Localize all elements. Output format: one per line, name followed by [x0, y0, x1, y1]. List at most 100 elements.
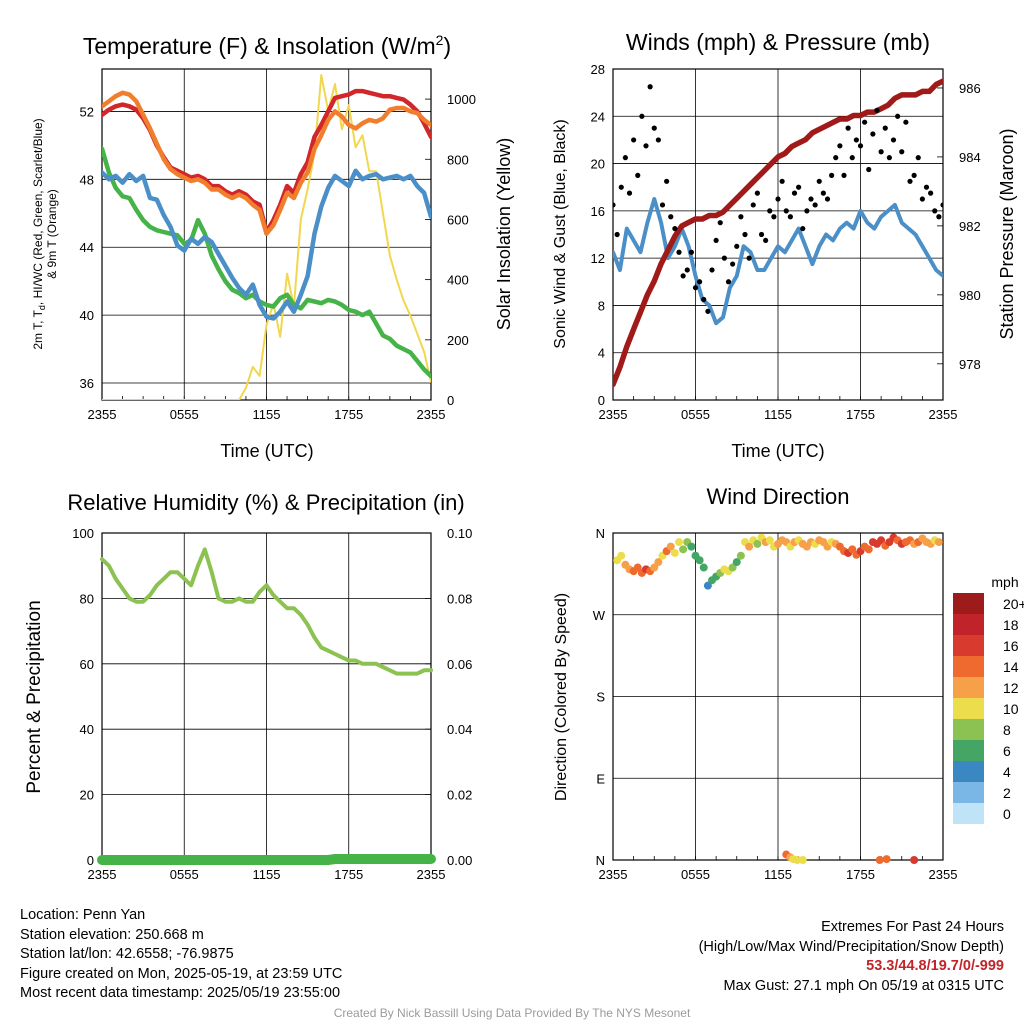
gust-point — [866, 166, 872, 173]
y2-tick-label: 0.00 — [447, 853, 472, 868]
x-tick-label: 0555 — [170, 867, 199, 882]
gust-point — [746, 255, 752, 261]
y2-tick-label: 0.08 — [447, 591, 472, 606]
direction-point — [654, 558, 663, 567]
y-tick-label: N — [596, 853, 605, 868]
gust-point — [907, 178, 913, 184]
gust-point — [800, 225, 806, 232]
max-gust: Max Gust: 27.1 mph On 05/19 at 0315 UTC — [723, 977, 1004, 994]
extremes-title: Extremes For Past 24 Hours — [821, 919, 1004, 935]
gust-point — [647, 84, 653, 90]
series-group — [102, 74, 431, 400]
gust-point — [721, 255, 727, 261]
gust-point — [796, 184, 802, 190]
gust-point — [614, 231, 620, 238]
x-tick-label: 1155 — [253, 407, 281, 422]
x-tick-label: 2355 — [88, 867, 117, 882]
x-tick-label: 1755 — [846, 867, 875, 882]
x-tick-label: 1755 — [334, 867, 363, 882]
y-tick-label: 40 — [80, 722, 94, 737]
gust-point — [664, 178, 670, 184]
y-tick-label: 44 — [80, 240, 94, 255]
colorbar-label: 16 — [1003, 638, 1019, 654]
y-tick-label: N — [596, 526, 605, 541]
colorbar-swatch — [953, 740, 984, 761]
direction-point — [765, 536, 774, 545]
direction-point — [934, 538, 943, 547]
gust-point — [626, 190, 633, 196]
temperature-panel: 2355 0555 1155 1755 2355 36 40 44 48 52 0 200 400 600… — [31, 32, 514, 461]
y-tick-label: 12 — [591, 251, 605, 266]
gust-point — [829, 172, 835, 178]
direction-point — [882, 855, 891, 864]
gust-point — [886, 155, 892, 161]
credit-line: Created By Nick Bassill Using Data Provi… — [333, 1006, 691, 1020]
y-tick-label: 28 — [591, 62, 605, 77]
gust-point — [808, 196, 814, 202]
extremes-subtitle: (High/Low/Max Wind/Precipitation/Snow De… — [698, 938, 1004, 955]
gust-point — [655, 137, 661, 143]
direction-point — [695, 556, 704, 565]
x-tick-label: 0555 — [681, 407, 710, 422]
gust-point — [709, 267, 715, 273]
y-tick-label: 4 — [598, 346, 605, 361]
gust-point — [750, 202, 756, 208]
series-group — [613, 78, 943, 388]
winds-pressure-panel: 2355 0555 1155 1755 235504812162024289789809… — [552, 29, 1017, 461]
y-axis-label: Percent & Precipitation — [24, 600, 45, 793]
gust-point — [895, 113, 901, 119]
panel-title: Winds (mph) & Pressure (mb) — [626, 29, 930, 55]
y-tick-label: W — [593, 608, 606, 623]
y2-tick-label: 982 — [959, 219, 981, 234]
direction-point — [745, 542, 754, 551]
panel-title: Wind Direction — [706, 484, 849, 509]
y2-tick-label: 0.06 — [447, 657, 472, 672]
gust-point — [676, 249, 682, 255]
series-group — [613, 533, 943, 864]
y-tick-label: 0 — [598, 393, 605, 408]
gust-point — [928, 190, 934, 196]
gust-point — [878, 149, 884, 155]
y2-tick-label: 400 — [447, 273, 469, 288]
colorbar-label: 0 — [1003, 806, 1011, 822]
y2-tick-label: 0 — [447, 393, 454, 408]
direction-point — [793, 856, 802, 864]
y2-tick-label: 200 — [447, 333, 469, 348]
gust-point — [738, 214, 744, 220]
x-tick-label: 1155 — [253, 867, 281, 882]
y2-tick-label: 980 — [959, 288, 981, 303]
plot-frame — [612, 532, 944, 861]
y2-axis-label: Solar Insolation (Yellow) — [494, 138, 514, 330]
heat-index-line — [102, 168, 431, 321]
y-axis-label: Direction (Colored By Speed) — [553, 593, 570, 801]
y2-axis-label: Station Pressure (Maroon) — [997, 128, 1017, 339]
y-tick-label: 48 — [80, 172, 94, 187]
colorbar-swatch — [953, 677, 984, 698]
y-tick-label: 40 — [80, 308, 94, 323]
x-tick-label: 1155 — [764, 407, 792, 422]
humidity-precip-panel: 2355 0555 1155 1755 23550204060801000.000.02… — [24, 490, 472, 882]
direction-point — [687, 542, 696, 551]
gust-point — [730, 261, 736, 267]
gust-point — [837, 143, 843, 149]
y2-tick-label: 1000 — [447, 92, 476, 107]
station-location: Location: Penn Yan — [20, 907, 146, 923]
direction-point — [798, 856, 807, 864]
y-tick-label: 36 — [80, 376, 94, 391]
gust-point — [680, 273, 686, 279]
pressure-line — [613, 78, 943, 388]
y-tick-label: 20 — [591, 157, 605, 172]
gust-point — [820, 190, 826, 196]
x-tick-label: 2355 — [599, 867, 628, 882]
x-tick-label: 1755 — [334, 407, 363, 422]
y2-tick-label: 0.02 — [447, 788, 472, 803]
gust-point — [639, 113, 645, 119]
gust-point — [754, 190, 760, 196]
gust-point — [804, 208, 810, 214]
y-tick-label: S — [596, 690, 605, 705]
gust-point — [890, 137, 897, 143]
y-tick-label: 80 — [80, 591, 94, 606]
colorbar-swatch — [953, 635, 984, 656]
y-axis-label: 2m T, Td, HI/WC (Red, Green, Scarlet/Blu… — [31, 118, 47, 349]
